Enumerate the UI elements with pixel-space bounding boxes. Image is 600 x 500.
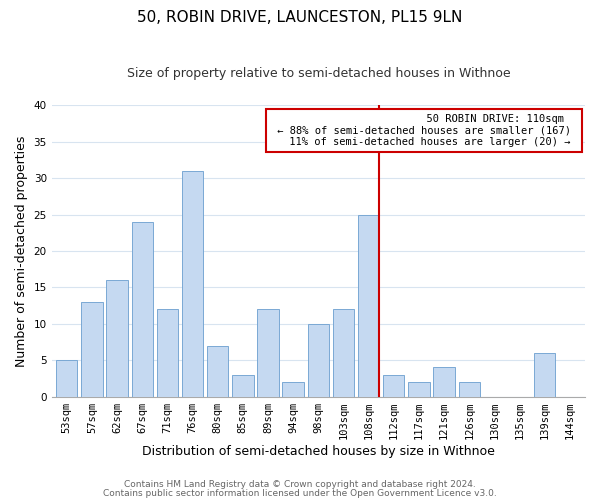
Bar <box>157 309 178 396</box>
Bar <box>534 353 556 397</box>
Text: 50, ROBIN DRIVE, LAUNCESTON, PL15 9LN: 50, ROBIN DRIVE, LAUNCESTON, PL15 9LN <box>137 10 463 25</box>
Text: Contains public sector information licensed under the Open Government Licence v3: Contains public sector information licen… <box>103 488 497 498</box>
Bar <box>257 309 279 396</box>
Bar <box>106 280 128 396</box>
Bar <box>283 382 304 396</box>
Bar <box>81 302 103 396</box>
Title: Size of property relative to semi-detached houses in Withnoe: Size of property relative to semi-detach… <box>127 68 510 80</box>
Bar <box>207 346 229 397</box>
Bar <box>333 309 354 396</box>
Text: 50 ROBIN DRIVE: 110sqm  
 ← 88% of semi-detached houses are smaller (167) 
 11% : 50 ROBIN DRIVE: 110sqm ← 88% of semi-det… <box>271 114 577 147</box>
X-axis label: Distribution of semi-detached houses by size in Withnoe: Distribution of semi-detached houses by … <box>142 444 495 458</box>
Bar <box>383 374 404 396</box>
Bar <box>458 382 480 396</box>
Y-axis label: Number of semi-detached properties: Number of semi-detached properties <box>15 135 28 366</box>
Bar <box>182 171 203 396</box>
Text: Contains HM Land Registry data © Crown copyright and database right 2024.: Contains HM Land Registry data © Crown c… <box>124 480 476 489</box>
Bar <box>408 382 430 396</box>
Bar <box>308 324 329 396</box>
Bar <box>232 374 254 396</box>
Bar <box>131 222 153 396</box>
Bar <box>433 368 455 396</box>
Bar <box>56 360 77 397</box>
Bar <box>358 214 379 396</box>
